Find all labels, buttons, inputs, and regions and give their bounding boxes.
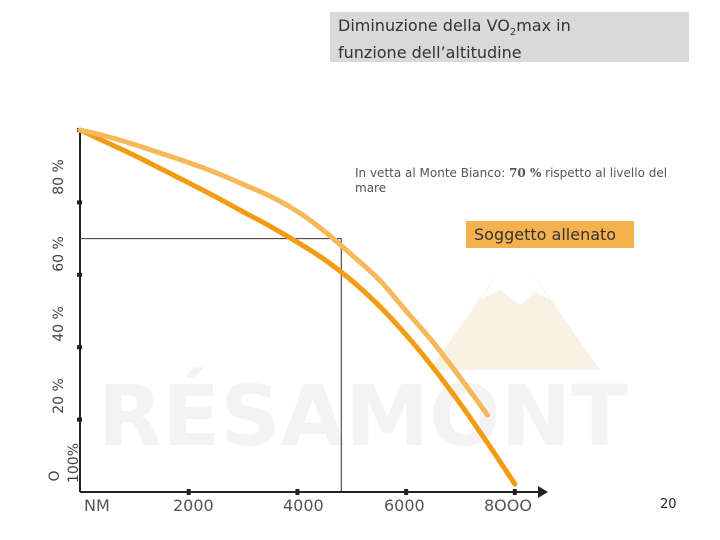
title-main: Diminuzione della VO [338, 16, 510, 35]
chart-title: Diminuzione della VO2max in funzione dell… [330, 12, 689, 62]
x-tick-mark [186, 489, 191, 495]
x-tick-label: 8OOO [484, 496, 532, 515]
series-label-trained: Soggetto allenato [466, 221, 634, 248]
axes [79, 128, 548, 498]
y-tick-mark [77, 345, 82, 350]
x-tick-label: 4000 [283, 496, 324, 515]
x-tick-mark [295, 489, 300, 495]
series-line-trained [77, 127, 491, 418]
annotation-suffix: rispetto al livello del mare [355, 166, 668, 195]
page-number: 20 [660, 497, 677, 512]
watermark-logo: RÉSAMONT [98, 248, 628, 465]
title-subscript: 2 [509, 27, 517, 39]
y-tick-label: 40 % [51, 306, 67, 342]
annotation-value: 70 % [509, 166, 542, 180]
series-line-standard [77, 127, 518, 487]
x-axis-arrow-icon [538, 486, 548, 498]
annotation-prefix: In vetta al Monte Bianco: [355, 166, 510, 180]
y-tick-label: 80 % [51, 159, 67, 195]
y-tick-mark [77, 417, 82, 422]
y-tick-label: 100% [66, 442, 82, 484]
x-tick-label: 2000 [173, 496, 214, 515]
watermark-mountain-snow [480, 248, 550, 305]
x-tick-label: NM [84, 496, 110, 515]
y-tick-mark [77, 272, 82, 277]
y-tick-label: 60 % [51, 236, 67, 272]
marker-guides [80, 238, 342, 492]
watermark-text: RÉSAMONT [98, 367, 628, 465]
x-tick-marks [186, 489, 517, 495]
y-tick-label: O [47, 470, 63, 482]
x-tick-mark [404, 489, 409, 495]
y-tick-label: 20 % [51, 378, 67, 414]
annotation-monte-bianco: In vetta al Monte Bianco: 70 % rispetto … [355, 166, 690, 196]
title-rest: max in [516, 16, 571, 35]
y-tick-mark [77, 200, 82, 205]
x-tick-label: 6000 [384, 496, 425, 515]
watermark-mountain [430, 248, 600, 370]
x-tick-mark [512, 489, 517, 495]
title-line2: funzione dell’altitudine [338, 43, 522, 63]
